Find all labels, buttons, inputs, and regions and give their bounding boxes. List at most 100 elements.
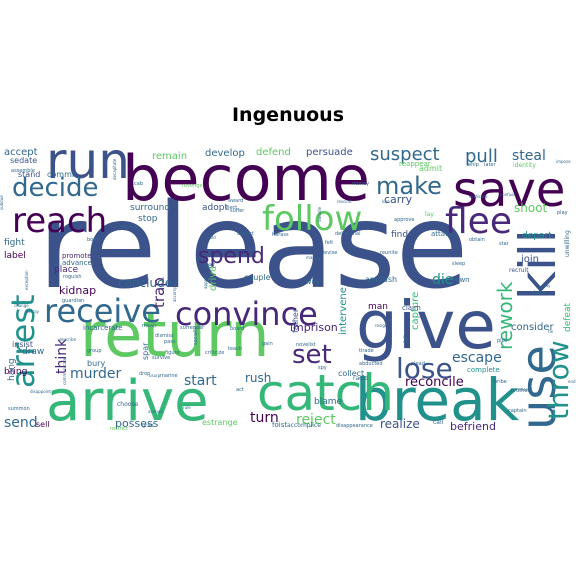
word-win: win: [305, 277, 319, 286]
word-marry: marry: [306, 255, 319, 260]
word-teach: teach: [228, 346, 242, 352]
word-save: save: [453, 162, 565, 218]
word-approve: approve: [394, 217, 414, 223]
word-convince: convince: [175, 295, 318, 333]
word-rush: rush: [245, 371, 271, 385]
word-estrange: estrange: [202, 418, 238, 427]
word-end: end: [568, 379, 576, 384]
word-harass: harass: [272, 232, 289, 238]
word-flee: flee: [445, 201, 512, 242]
word-reject: reject: [296, 412, 336, 428]
word-release: release: [38, 177, 468, 315]
word-rule: rule: [183, 405, 191, 410]
word-hold: hold: [207, 235, 216, 240]
word-play: play: [557, 210, 568, 216]
word-reunite: reunite: [380, 250, 398, 256]
word-sell: sell: [36, 420, 50, 429]
word-arrest: arrest: [4, 294, 42, 388]
word-depart: depart: [522, 231, 552, 241]
word-swindle: swindle: [317, 206, 322, 222]
word-make: make: [376, 172, 442, 200]
word-betray: betray: [26, 309, 40, 314]
word-possess: possess: [115, 417, 159, 430]
word-promote: promote: [62, 252, 92, 260]
word-kidnap: kidnap: [59, 284, 96, 297]
word-collect: collect: [338, 369, 364, 378]
word-advance: advance: [62, 259, 92, 267]
word-couple: couple: [244, 273, 271, 282]
word-tie: tie: [548, 329, 554, 334]
word-reappear: reappear: [399, 160, 431, 168]
word-set: set: [292, 340, 332, 370]
word-develop: develop: [205, 148, 245, 159]
word-accomplice: accomplice: [287, 422, 321, 429]
word-kill: kill: [509, 229, 567, 300]
word-whip: whip: [467, 162, 479, 168]
word-fall: fall: [403, 335, 409, 343]
word-attract: attract: [237, 231, 254, 237]
word-throw: throw: [542, 340, 575, 420]
word-socially: socially: [193, 326, 199, 345]
word-unwilling: unwilling: [564, 230, 571, 257]
word-delusional: delusional: [335, 231, 360, 237]
word-sedate: sedate: [10, 156, 37, 165]
word-arrive: arrive: [46, 369, 209, 434]
word-abducted: abducted: [359, 361, 383, 367]
word-run: run: [46, 132, 130, 190]
word-restrict: restrict: [110, 426, 128, 432]
word-break: break: [355, 366, 520, 434]
word-devise: devise: [321, 250, 337, 256]
word-consider: consider: [511, 322, 554, 333]
word-star: star: [499, 241, 510, 247]
word-figure: figure: [165, 350, 180, 356]
word-send: send: [4, 415, 38, 431]
word-catch: catch: [257, 364, 394, 422]
word-bribe: bribe: [494, 379, 507, 385]
word-stop: stop: [138, 214, 158, 224]
word-gain: gain: [262, 341, 273, 347]
word-imprison: imprison: [290, 321, 338, 334]
word-choose: choose: [117, 401, 139, 408]
word-boast: boast: [87, 237, 101, 243]
word-recruit: recruit: [509, 267, 529, 274]
word-spy: spy: [318, 365, 327, 371]
word-turn: turn: [250, 410, 279, 426]
word-suspect: suspect: [370, 144, 440, 165]
word-relent: relent: [518, 387, 530, 392]
word-surrender: surrender: [180, 325, 205, 331]
word-fight: fight: [4, 238, 25, 248]
word-disappearance: disappearance: [336, 423, 373, 429]
word-pick: pick: [497, 338, 507, 344]
word-become: become: [122, 142, 370, 215]
word-pull: pull: [465, 146, 498, 167]
word-find: find: [391, 230, 408, 240]
word-adopt: adopt: [202, 203, 228, 213]
word-felt: felt: [325, 240, 333, 246]
word-usurp: usurp: [149, 373, 161, 378]
word-sleep: sleep: [452, 261, 465, 267]
word-money: money: [352, 181, 369, 187]
word-escape: escape: [452, 350, 502, 366]
word-defeat: defeat: [563, 303, 573, 332]
word-spar: spar: [141, 342, 150, 360]
word-tirade: tirade: [359, 348, 374, 354]
word-change: change: [14, 303, 29, 308]
word-give: give: [356, 287, 496, 364]
word-let: let: [205, 261, 215, 270]
word-die: die: [432, 272, 453, 288]
word-bury: bury: [87, 359, 105, 368]
word-lure: lure: [382, 199, 390, 204]
word-reconcile: reconcile: [405, 375, 464, 390]
word-board: board: [230, 326, 244, 332]
word-marine: marine: [160, 373, 178, 379]
word-accept: accept: [4, 147, 38, 158]
word-defend: defend: [256, 147, 291, 158]
word-award: award: [228, 198, 243, 204]
word-avenge: avenge: [148, 409, 163, 414]
word-subdue: subdue: [0, 195, 4, 210]
word-persuade: persuade: [306, 147, 353, 158]
word-disappoint: disappoint: [30, 389, 51, 394]
word-join: join: [520, 254, 539, 265]
word-drop: drop: [139, 371, 150, 377]
